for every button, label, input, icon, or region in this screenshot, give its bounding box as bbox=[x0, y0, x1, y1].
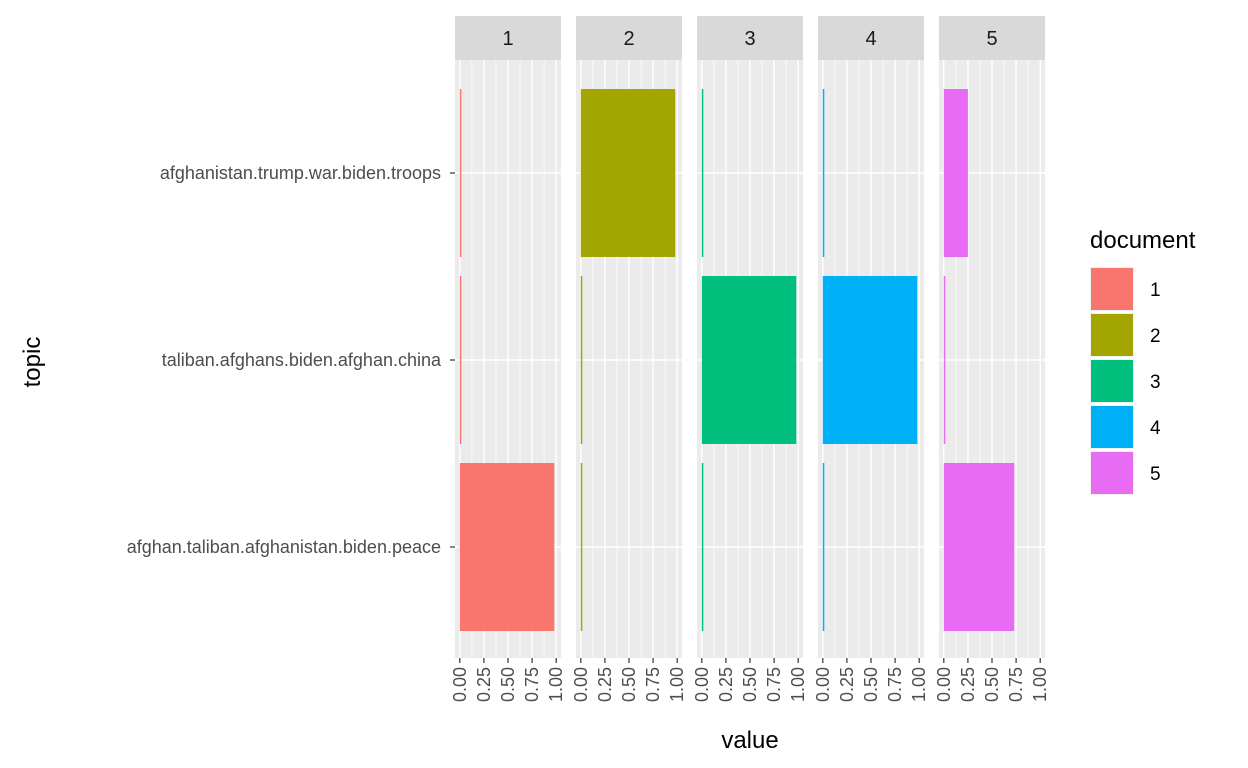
y-tick-label: taliban.afghans.biden.afghan.china bbox=[162, 350, 442, 370]
bar-doc5-topic1 bbox=[943, 89, 968, 257]
x-axis-title: value bbox=[721, 727, 778, 754]
y-axis: afghanistan.trump.war.biden.troops taliba… bbox=[127, 163, 455, 557]
x-tick-label: 0.50 bbox=[619, 667, 639, 702]
legend-key-3 bbox=[1091, 360, 1133, 402]
facet-panel-3: 3 0.00 0.25 0.50 0.75 1.00 bbox=[692, 16, 808, 702]
x-tick-label: 0.25 bbox=[837, 667, 857, 702]
legend-title: document bbox=[1090, 227, 1196, 254]
bar-doc5-topic2 bbox=[943, 276, 946, 444]
bar-doc3-topic3 bbox=[701, 463, 704, 631]
x-tick-label: 1.00 bbox=[1030, 667, 1050, 702]
x-tick-label: 0.00 bbox=[692, 667, 712, 702]
legend-label-5: 5 bbox=[1150, 464, 1161, 485]
legend-key-2 bbox=[1091, 314, 1133, 356]
legend-key-4 bbox=[1091, 406, 1133, 448]
bar-doc3-topic2 bbox=[701, 276, 797, 444]
y-axis-title: topic bbox=[19, 337, 46, 388]
x-tick-label: 0.50 bbox=[740, 667, 760, 702]
x-tick-label: 0.75 bbox=[764, 667, 784, 702]
x-tick-label: 0.75 bbox=[885, 667, 905, 702]
legend-label-3: 3 bbox=[1150, 372, 1161, 393]
x-tick-label: 0.25 bbox=[958, 667, 978, 702]
x-tick-label: 0.25 bbox=[716, 667, 736, 702]
facet-strip-label: 4 bbox=[865, 28, 876, 50]
legend-label-1: 1 bbox=[1150, 280, 1161, 301]
x-tick-label: 0.50 bbox=[498, 667, 518, 702]
facet-strip bbox=[576, 16, 682, 60]
legend-label-4: 4 bbox=[1150, 418, 1161, 439]
bar-doc2-topic1 bbox=[580, 89, 676, 257]
facet-strip bbox=[818, 16, 924, 60]
bar-doc1-topic2 bbox=[459, 276, 462, 444]
x-tick-label: 1.00 bbox=[788, 667, 808, 702]
x-tick-label: 0.75 bbox=[643, 667, 663, 702]
legend: document 1 2 3 4 5 bbox=[1090, 227, 1196, 495]
x-tick-label: 1.00 bbox=[546, 667, 566, 702]
legend-label-2: 2 bbox=[1150, 326, 1161, 347]
x-tick-label: 1.00 bbox=[909, 667, 929, 702]
legend-key-5 bbox=[1091, 452, 1133, 494]
x-tick-label: 0.25 bbox=[595, 667, 615, 702]
x-tick-label: 0.50 bbox=[982, 667, 1002, 702]
bar-doc4-topic1 bbox=[822, 89, 825, 257]
bar-doc5-topic3 bbox=[943, 463, 1015, 631]
bar-doc3-topic1 bbox=[701, 89, 704, 257]
bar-doc4-topic2 bbox=[822, 276, 918, 444]
bar-doc2-topic3 bbox=[580, 463, 583, 631]
x-tick-label: 0.75 bbox=[522, 667, 542, 702]
facet-strip-label: 2 bbox=[623, 28, 634, 50]
x-tick-label: 0.00 bbox=[450, 667, 470, 702]
x-tick-label: 0.50 bbox=[861, 667, 881, 702]
y-tick-label: afghanistan.trump.war.biden.troops bbox=[160, 163, 441, 183]
facet-panel-2: 2 0.00 0.25 0.50 0.75 1.00 bbox=[571, 16, 687, 702]
x-tick-label: 0.00 bbox=[934, 667, 954, 702]
y-tick-label: afghan.taliban.afghanistan.biden.peace bbox=[127, 537, 441, 557]
facet-panel-5: 5 0.00 0.25 0.50 0.75 1.00 bbox=[934, 16, 1050, 702]
facet-strip bbox=[697, 16, 803, 60]
facet-strip-label: 3 bbox=[744, 28, 755, 50]
facet-strip-label: 5 bbox=[986, 28, 997, 50]
legend-key-1 bbox=[1091, 268, 1133, 310]
x-tick-label: 0.25 bbox=[474, 667, 494, 702]
x-tick-label: 0.00 bbox=[571, 667, 591, 702]
bar-doc1-topic1 bbox=[459, 89, 462, 257]
facet-panel-1: 1 0.00 0.25 0.50 0.75 1.00 bbox=[450, 16, 566, 702]
facet-panel-4: 4 0.00 0.25 0.50 0.75 1.00 bbox=[813, 16, 929, 702]
x-tick-label: 0.00 bbox=[813, 667, 833, 702]
bar-doc1-topic3 bbox=[459, 463, 555, 631]
facet-strip bbox=[455, 16, 561, 60]
bar-doc4-topic3 bbox=[822, 463, 825, 631]
x-tick-label: 0.75 bbox=[1006, 667, 1026, 702]
facet-strip bbox=[939, 16, 1045, 60]
x-tick-label: 1.00 bbox=[667, 667, 687, 702]
bar-doc2-topic2 bbox=[580, 276, 583, 444]
facet-strip-label: 1 bbox=[502, 28, 513, 50]
